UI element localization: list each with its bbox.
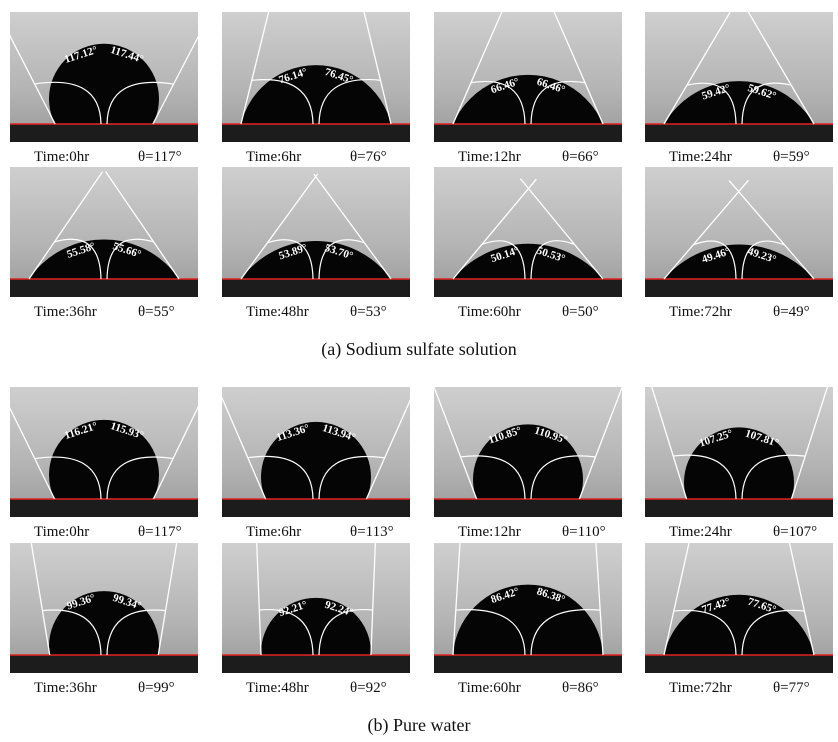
substrate <box>10 124 198 142</box>
droplet-image: 86.42°86.38° <box>434 525 622 735</box>
substrate <box>645 499 833 517</box>
frame: 107.25°107.81°Time:24hr θ=107° <box>645 375 833 540</box>
substrate <box>434 279 622 297</box>
substrate <box>645 124 833 142</box>
substrate <box>645 655 833 673</box>
droplet-image: 55.58°55.66° <box>10 167 198 421</box>
substrate <box>434 124 622 142</box>
time-label: Time:0hr <box>34 149 89 165</box>
time-label: Time:6hr <box>246 149 301 165</box>
substrate <box>645 279 833 297</box>
substrate <box>10 499 198 517</box>
theta-label: θ=76° <box>350 149 387 165</box>
theta-label: θ=117° <box>138 524 182 540</box>
time-label: Time:36hr <box>34 304 97 320</box>
time-label: Time:72hr <box>669 304 732 320</box>
droplet-image: 117.12°117.44° <box>0 8 213 153</box>
time-label: Time:48hr <box>246 304 309 320</box>
theta-label: θ=66° <box>562 149 599 165</box>
time-label: Time:12hr <box>458 524 521 540</box>
frame: 116.21°115.93°Time:0hr θ=117° <box>0 382 210 540</box>
droplet-image: 77.42°77.65° <box>645 528 833 742</box>
frame: 55.58°55.66°Time:36hr θ=55° <box>10 167 198 421</box>
droplet-image: 110.85°110.95° <box>430 378 626 535</box>
substrate <box>222 279 410 297</box>
frame: 99.36°99.34°Time:36hr θ=99° <box>10 527 198 701</box>
substrate <box>222 124 410 142</box>
frame: 92.21°92.24°Time:48hrθ=92° <box>222 525 410 708</box>
droplet-image: 113.36°113.94° <box>214 380 419 532</box>
theta-label: θ=53° <box>350 304 387 320</box>
theta-label: θ=99° <box>138 680 175 696</box>
substrate <box>434 499 622 517</box>
theta-label: θ=50° <box>562 304 599 320</box>
frame: 86.42°86.38°Time:60hr θ=86° <box>434 525 622 735</box>
theta-label: θ=107° <box>773 524 817 540</box>
time-label: Time:60hr <box>458 304 521 320</box>
frame: 113.36°113.94°Time:6hr θ=113° <box>214 380 419 540</box>
substrate <box>222 499 410 517</box>
frame: 117.12°117.44°Time:0hr θ=117° <box>0 8 213 165</box>
substrate <box>10 655 198 673</box>
theta-label: θ=110° <box>562 524 606 540</box>
theta-label: θ=77° <box>773 680 810 696</box>
droplet-image: 107.25°107.81° <box>645 375 833 538</box>
panel-caption: (a) Sodium sulfate solution <box>321 339 516 360</box>
substrate <box>222 655 410 673</box>
panel-caption: (b) Pure water <box>368 715 471 736</box>
droplet-image: 116.21°115.93° <box>0 382 210 530</box>
theta-label: θ=59° <box>773 149 810 165</box>
time-label: Time:24hr <box>669 149 732 165</box>
time-label: Time:12hr <box>458 149 521 165</box>
time-label: Time:6hr <box>246 524 301 540</box>
theta-label: θ=49° <box>773 304 810 320</box>
time-label: Time:24hr <box>669 524 732 540</box>
frame: 77.42°77.65°Time:72hr θ=77° <box>645 528 833 742</box>
theta-label: θ=86° <box>562 680 599 696</box>
time-label: Time:36hr <box>34 680 97 696</box>
theta-label: θ=117° <box>138 149 182 165</box>
substrate <box>10 279 198 297</box>
time-label: Time:48hr <box>246 680 309 696</box>
theta-label: θ=113° <box>350 524 394 540</box>
theta-label: θ=55° <box>138 304 175 320</box>
time-label: Time:0hr <box>34 524 89 540</box>
time-label: Time:60hr <box>458 680 521 696</box>
time-label: Time:72hr <box>669 680 732 696</box>
figure: 117.12°117.44°Time:0hrθ=117°76.14°76.45°… <box>0 0 838 742</box>
frame: 110.85°110.95°Time:12hr θ=110° <box>430 378 626 540</box>
theta-label: θ=92° <box>350 680 387 696</box>
substrate <box>434 655 622 673</box>
droplet-image: 99.36°99.34° <box>10 527 198 701</box>
